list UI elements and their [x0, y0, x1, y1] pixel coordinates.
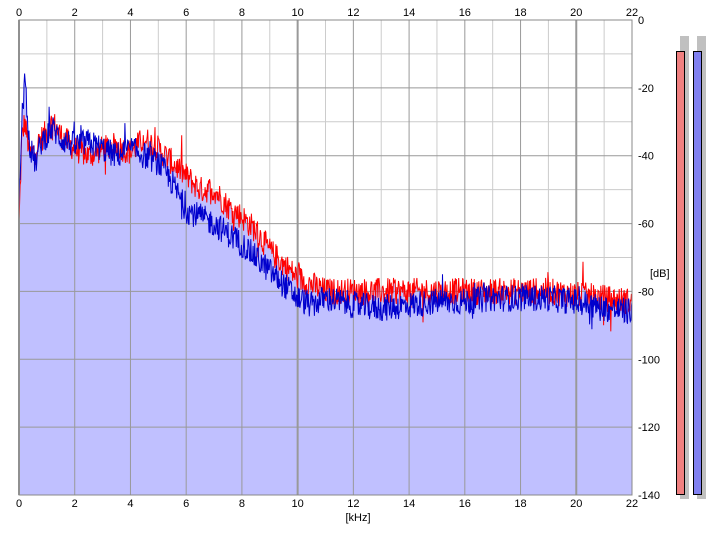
y-tick-label: -40 [638, 151, 654, 163]
x-tick-label-top: 2 [72, 7, 78, 19]
y-tick-label: -140 [638, 490, 660, 502]
x-tick-label-top: 10 [292, 7, 304, 19]
x-tick-label-top: 12 [347, 7, 359, 19]
x-tick-label-top: 22 [626, 7, 638, 19]
x-tick-label-bottom: 4 [127, 498, 133, 510]
x-tick-label-top: 18 [514, 7, 526, 19]
x-ticks-bottom: 0 2 4 6 8 10 12 14 16 18 20 22 [16, 498, 638, 510]
right-channel-meter [693, 50, 702, 495]
left-channel-meter [676, 50, 685, 495]
y-axis-label: [dB] [650, 268, 670, 280]
y-tick-label: -100 [638, 354, 660, 366]
x-tick-label-top: 16 [459, 7, 471, 19]
x-tick-label-top: 20 [570, 7, 582, 19]
x-tick-label-bottom: 2 [72, 498, 78, 510]
plot-frame [18, 19, 633, 496]
x-tick-label-top: 14 [403, 7, 415, 19]
y-tick-label: 0 [638, 15, 644, 27]
x-tick-label-bottom: 18 [514, 498, 526, 510]
x-tick-label-bottom: 8 [239, 498, 245, 510]
x-tick-label-bottom: 10 [292, 498, 304, 510]
x-tick-label-bottom: 16 [459, 498, 471, 510]
x-tick-label-top: 8 [239, 7, 245, 19]
x-tick-label-top: 0 [16, 7, 22, 19]
x-axis-label: [kHz] [345, 512, 370, 524]
y-tick-label: -80 [638, 286, 654, 298]
series-line-blue [18, 73, 633, 330]
y-tick-label: -20 [638, 83, 654, 95]
x-ticks-top: 0 2 4 6 8 10 12 14 16 18 20 22 [16, 7, 638, 19]
x-tick-label-bottom: 20 [570, 498, 582, 510]
x-tick-label-top: 6 [183, 7, 189, 19]
x-tick-label-bottom: 22 [626, 498, 638, 510]
x-tick-label-bottom: 12 [347, 498, 359, 510]
y-ticks-right: 0 -20 -40 -60 -80 -100 -120 -140 [638, 15, 660, 502]
x-tick-label-bottom: 6 [183, 498, 189, 510]
x-tick-label-bottom: 0 [16, 498, 22, 510]
x-tick-label-bottom: 14 [403, 498, 415, 510]
x-tick-label-top: 4 [127, 7, 133, 19]
y-tick-label: -120 [638, 422, 660, 434]
y-tick-label: -60 [638, 219, 654, 231]
